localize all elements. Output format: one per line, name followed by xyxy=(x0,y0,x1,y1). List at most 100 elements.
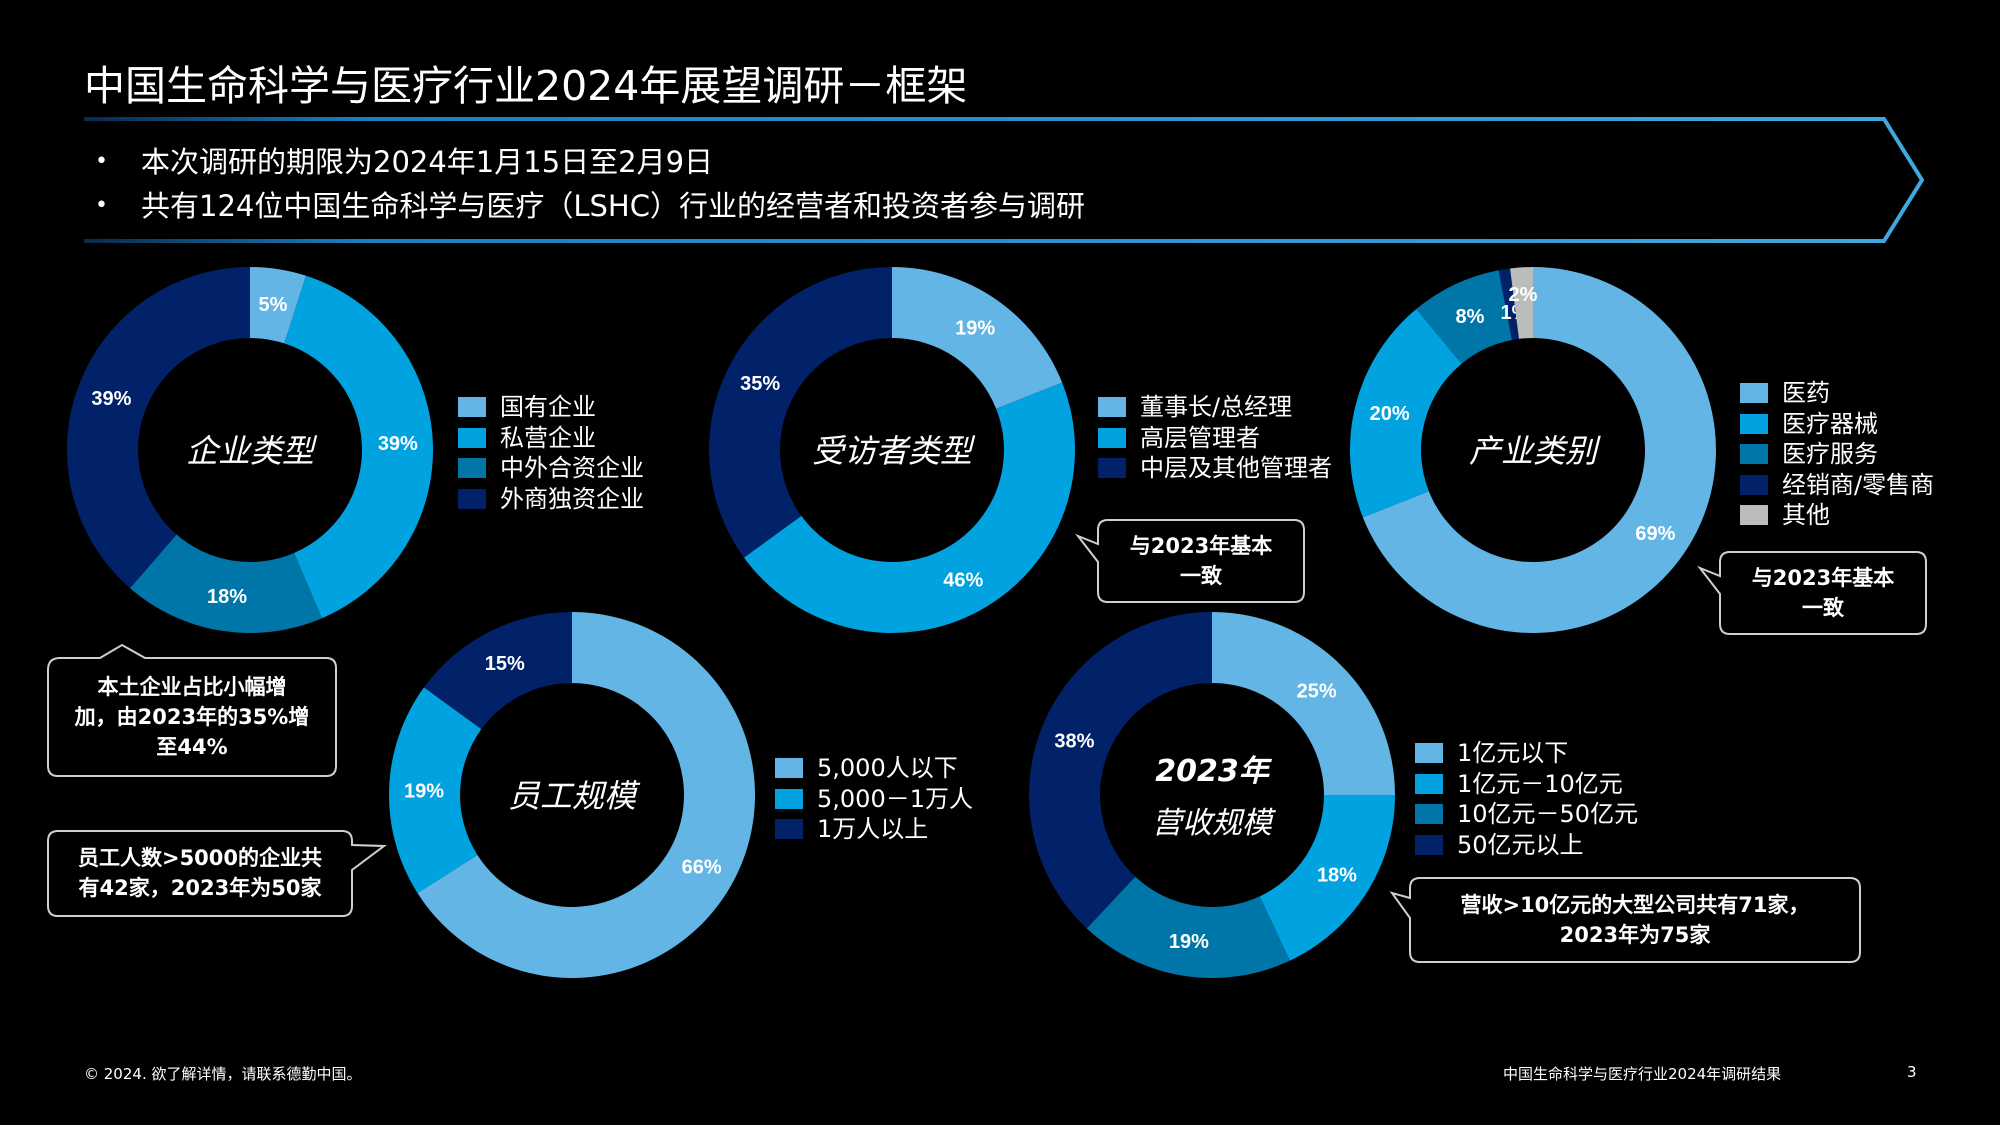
chart-legend-5: 1亿元以下 1亿元－10亿元 10亿元－50亿元 50亿元以上 xyxy=(1415,738,1638,860)
callout-line: 与2023年基本 xyxy=(1129,534,1273,558)
legend-label: 50亿元以上 xyxy=(1457,830,1584,859)
callout-line: 至44% xyxy=(156,735,228,759)
callout-respondent-bubble xyxy=(1074,519,1305,603)
callout-industry-bubble xyxy=(1696,551,1927,635)
bullet-list: • 本次调研的期限为2024年1月15日至2月9日 • 共有124位中国生命科学… xyxy=(95,140,1085,228)
legend-label: 10亿元－50亿元 xyxy=(1457,800,1639,828)
legend-label: 中外合资企业 xyxy=(500,454,644,482)
value-label: 5% xyxy=(258,294,287,316)
legend-swatch xyxy=(458,458,486,479)
donut-slice xyxy=(284,275,433,619)
page-title: 中国生命科学与医疗行业2024年展望调研－框架 xyxy=(84,62,968,110)
value-label: 19% xyxy=(1169,931,1209,953)
callout-line: 员工人数>5000的企业共 xyxy=(77,846,323,870)
legend-item: 私营企业 xyxy=(458,423,644,454)
donut-slice xyxy=(417,612,755,978)
legend-swatch xyxy=(1740,444,1768,465)
chart-center-title: 受访者类型 xyxy=(812,432,976,470)
legend-swatch xyxy=(1098,397,1126,418)
callout-line: 一致 xyxy=(1802,596,1844,620)
value-label: 19% xyxy=(404,780,444,802)
value-label: 15% xyxy=(485,653,525,675)
legend-swatch xyxy=(1740,505,1768,526)
legend-label: 高层管理者 xyxy=(1140,423,1260,452)
legend-swatch xyxy=(1740,383,1768,404)
donut-slice xyxy=(1498,268,1519,340)
legend-item: 1亿元－10亿元 xyxy=(1415,769,1638,800)
donut-chart-2: 19% 46% 35% 受访者类型 xyxy=(709,267,1075,633)
donut-slice xyxy=(709,267,892,558)
chart-center-title: 员工规模 xyxy=(508,777,641,815)
legend-item: 中外合资企业 xyxy=(458,453,644,484)
callout-company-bubble xyxy=(47,643,337,777)
bullet-text: 本次调研的期限为2024年1月15日至2月9日 xyxy=(141,145,714,179)
footer-report-name: 中国生命科学与医疗行业2024年调研结果 xyxy=(1503,1065,1782,1083)
legend-item: 医疗服务 xyxy=(1740,439,1934,470)
donut-slice xyxy=(1510,267,1533,339)
legend-item: 董事长/总经理 xyxy=(1098,392,1332,423)
chart-legend-3: 医药 医疗器械 医疗服务 经销商/零售商 其他 xyxy=(1740,378,1934,531)
legend-swatch xyxy=(1415,804,1443,825)
donut-slice xyxy=(743,382,1075,633)
value-label: 18% xyxy=(207,586,247,608)
callout-revenue: 营收>10亿元的大型公司共有71家， 2023年为75家 xyxy=(1410,890,1860,950)
callout-employee: 员工人数>5000的企业共 有42家，2023年为50家 xyxy=(48,843,352,903)
chart-center-title: 企业类型 xyxy=(186,432,318,470)
value-label: 38% xyxy=(1054,731,1094,753)
value-label: 35% xyxy=(740,373,780,395)
donut-slice xyxy=(1028,612,1212,929)
legend-label: 5,000人以下 xyxy=(817,754,958,782)
footer-copyright: © 2024. 欲了解详情，请联系德勤中国。 xyxy=(84,1065,362,1083)
value-label: 18% xyxy=(1317,864,1357,886)
donut-slice xyxy=(1259,795,1395,961)
donut-chart-1: 5% 39% 18% 39% 企业类型 xyxy=(67,267,433,633)
callout-company: 本土企业占比小幅增 加，由2023年的35%增 至44% xyxy=(48,672,336,762)
legend-swatch xyxy=(458,427,486,448)
legend-swatch xyxy=(1415,834,1443,855)
legend-swatch xyxy=(1740,474,1768,495)
donut-slice xyxy=(423,611,572,730)
donut-slice xyxy=(129,534,322,633)
page-number: 3 xyxy=(1907,1063,1917,1081)
callout-line: 本土企业占比小幅增 xyxy=(97,675,287,699)
legend-item: 国有企业 xyxy=(458,392,644,423)
bullet-item: • 共有124位中国生命科学与医疗（LSHC）行业的经营者和投资者参与调研 xyxy=(95,184,1085,228)
legend-label: 医疗服务 xyxy=(1782,440,1878,468)
callout-line: 加，由2023年的35%增 xyxy=(74,705,310,729)
legend-label: 经销商/零售商 xyxy=(1782,470,1935,499)
donut-slice xyxy=(250,267,307,344)
legend-item: 50亿元以上 xyxy=(1415,830,1638,861)
donut-slice xyxy=(1212,612,1395,795)
legend-item: 中层及其他管理者 xyxy=(1098,453,1332,484)
legend-item: 其他 xyxy=(1740,500,1934,531)
value-label: 8% xyxy=(1456,306,1485,328)
legend-item: 5,000人以下 xyxy=(775,753,973,784)
bullet-text: 共有124位中国生命科学与医疗（LSHC）行业的经营者和投资者参与调研 xyxy=(141,189,1085,223)
chart-center-title: 营收规模 xyxy=(1152,806,1277,841)
value-label: 39% xyxy=(378,433,418,455)
donut-slice xyxy=(892,267,1063,409)
legend-item: 1亿元以下 xyxy=(1415,738,1638,769)
legend-label: 1亿元以下 xyxy=(1457,739,1569,767)
value-label: 66% xyxy=(682,856,722,878)
legend-item: 医药 xyxy=(1740,378,1934,409)
legend-label: 医药 xyxy=(1782,379,1830,407)
legend-label: 1万人以上 xyxy=(817,815,929,843)
callout-employee-bubble xyxy=(47,830,387,917)
value-label: 46% xyxy=(943,570,983,592)
donut-slice xyxy=(1416,270,1513,364)
legend-label: 国有企业 xyxy=(500,393,596,421)
legend-item: 1万人以上 xyxy=(775,814,973,845)
value-label: 2% xyxy=(1509,284,1538,306)
callout-respondent: 与2023年基本 一致 xyxy=(1098,531,1304,591)
callout-line: 营收>10亿元的大型公司共有71家， xyxy=(1460,893,1810,917)
legend-swatch xyxy=(1098,427,1126,448)
chart-legend-2: 董事长/总经理 高层管理者 中层及其他管理者 xyxy=(1098,392,1332,484)
legend-item: 医疗器械 xyxy=(1740,409,1934,440)
legend-label: 1亿元－10亿元 xyxy=(1457,769,1623,798)
value-label: 19% xyxy=(955,318,995,340)
legend-swatch xyxy=(1415,773,1443,794)
donut-chart-3: 69%20%8% 1%2%产业类别 xyxy=(1349,267,1717,633)
legend-item: 高层管理者 xyxy=(1098,423,1332,454)
